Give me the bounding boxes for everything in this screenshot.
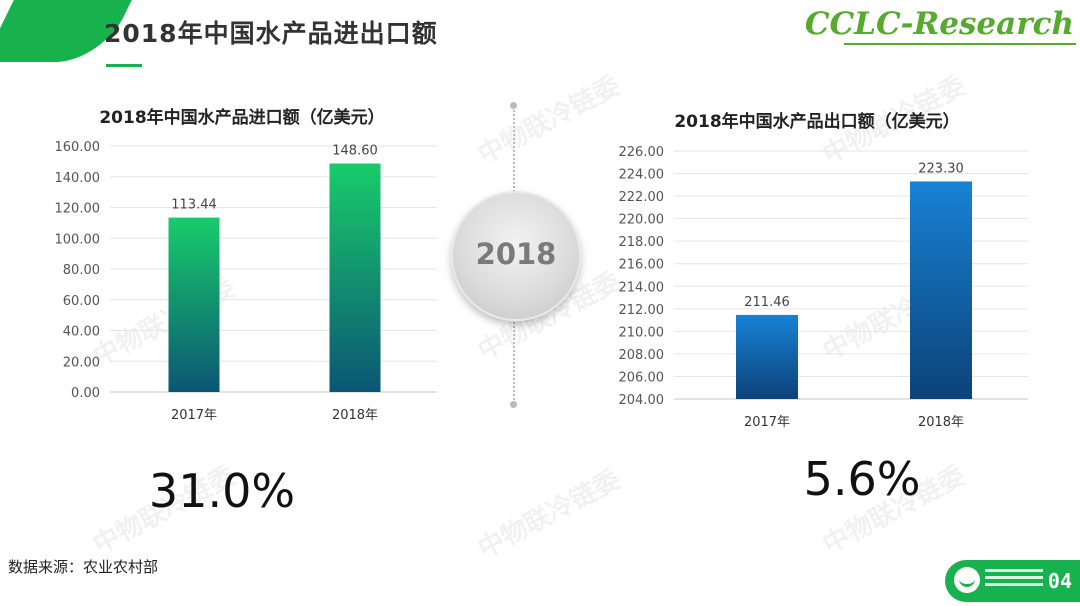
export-y-tick-label: 224.00 — [619, 168, 665, 183]
page-number: 04 — [1047, 569, 1072, 593]
divider-dot-bottom — [510, 401, 517, 408]
export-chart-title: 2018年中国水产品出口额（亿美元） — [674, 112, 960, 132]
export-y-tick-label: 206.00 — [619, 370, 665, 385]
export-bar — [910, 181, 972, 399]
year-label: 2018 — [475, 237, 557, 271]
export-y-tick-label: 226.00 — [619, 145, 665, 160]
divider-dot-top — [510, 102, 517, 109]
export-y-tick-label: 222.00 — [619, 190, 665, 205]
cclp-logo-icon — [954, 567, 980, 593]
export-y-tick-label: 204.00 — [619, 393, 665, 408]
title-underline — [106, 64, 142, 67]
export-bar-value-label: 223.30 — [918, 161, 964, 176]
export-y-tick-label: 210.00 — [619, 325, 665, 340]
import-growth-rate: 31.0% — [148, 464, 296, 518]
export-x-category-label: 2018年 — [918, 415, 964, 430]
export-growth-rate: 5.6% — [803, 452, 921, 506]
export-y-tick-label: 216.00 — [619, 258, 665, 273]
import-y-tick-label: 40.00 — [63, 325, 100, 340]
export-bar-value-label: 211.46 — [744, 295, 790, 310]
import-bar-value-label: 148.60 — [332, 144, 378, 159]
page-title: 2018年中国水产品进出口额 — [104, 19, 438, 48]
export-y-tick-label: 212.00 — [619, 303, 665, 318]
import-y-tick-label: 140.00 — [55, 171, 101, 186]
import-y-tick-label: 0.00 — [71, 386, 100, 401]
import-x-category-label: 2018年 — [332, 408, 378, 423]
data-source-note: 数据来源：农业农村部 — [8, 558, 159, 576]
export-x-category-label: 2017年 — [744, 415, 790, 430]
export-bar — [736, 314, 798, 399]
import-bar — [329, 163, 381, 392]
export-y-tick-label: 208.00 — [619, 348, 665, 363]
import-bar-value-label: 113.44 — [171, 198, 217, 213]
import-x-category-label: 2017年 — [171, 408, 217, 423]
import-chart-title: 2018年中国水产品进口额（亿美元） — [99, 108, 385, 128]
import-y-tick-label: 60.00 — [63, 294, 100, 309]
import-y-tick-label: 80.00 — [63, 263, 100, 278]
import-y-tick-label: 120.00 — [55, 202, 101, 217]
import-y-tick-label: 160.00 — [55, 140, 101, 155]
export-y-tick-label: 214.00 — [619, 280, 665, 295]
export-y-tick-label: 220.00 — [619, 213, 665, 228]
import-y-tick-label: 20.00 — [63, 355, 100, 370]
footer-badge: 04 — [945, 560, 1080, 602]
import-y-tick-label: 100.00 — [55, 232, 101, 247]
brand-underline — [844, 43, 1076, 45]
brand-logo-text: CCLC-Research — [804, 6, 1074, 42]
footer-org-name-lines — [985, 569, 1043, 590]
export-y-tick-label: 218.00 — [619, 235, 665, 250]
import-bar — [168, 217, 220, 392]
year-circle: 2018 — [451, 191, 581, 321]
